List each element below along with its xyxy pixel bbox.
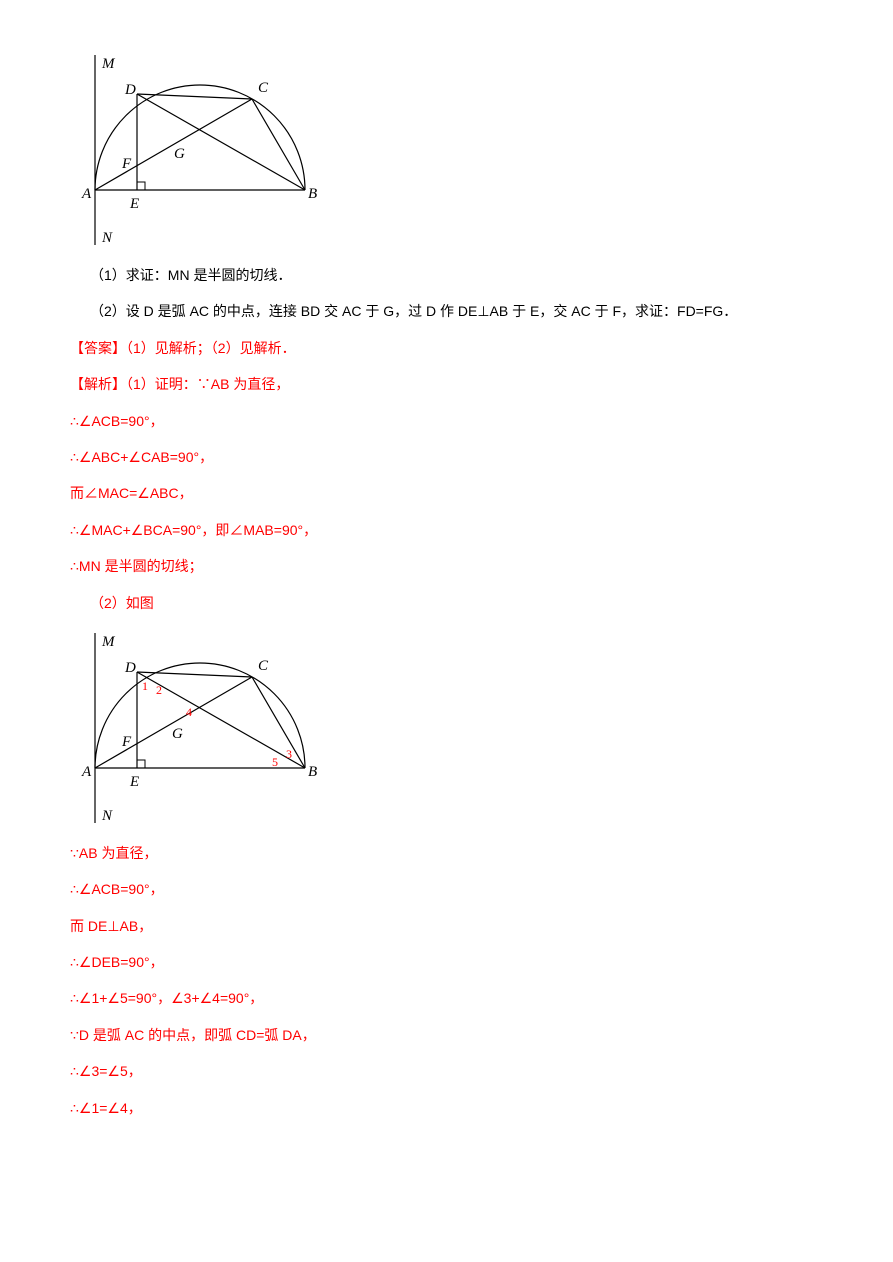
svg-text:B: B [308,186,317,202]
svg-text:D: D [124,82,136,98]
svg-text:N: N [101,230,113,246]
geometry-diagram-1: A B C D E F G M N [80,50,320,250]
solution-step-1: ∴∠ACB=90°， [70,410,823,432]
svg-text:A: A [81,186,92,202]
proof-step-2: ∴∠ACB=90°， [70,878,823,900]
svg-text:G: G [174,146,185,162]
svg-text:M: M [101,634,116,650]
proof-step-5: ∴∠1+∠5=90°，∠3+∠4=90°， [70,987,823,1009]
proof-step-7: ∴∠3=∠5， [70,1060,823,1082]
question-2: （2）设 D 是弧 AC 的中点，连接 BD 交 AC 于 G，过 D 作 DE… [90,300,823,322]
svg-text:4: 4 [186,705,192,719]
proof-step-3: 而 DE⊥AB， [70,915,823,937]
svg-text:F: F [121,156,132,172]
svg-text:C: C [258,80,269,96]
svg-text:1: 1 [142,679,148,693]
solution-step-5: ∴MN 是半圆的切线； [70,555,823,577]
svg-text:N: N [101,808,113,824]
svg-text:M: M [101,56,116,72]
figure-1: A B C D E F G M N [80,50,823,250]
question-1: （1）求证：MN 是半圆的切线． [90,264,823,286]
svg-text:B: B [308,764,317,780]
svg-text:E: E [129,774,139,790]
figure-2: A B C D E F G M N 12 4 35 [80,628,823,828]
svg-text:G: G [172,726,183,742]
proof-step-4: ∴∠DEB=90°， [70,951,823,973]
solution-step-4: ∴∠MAC+∠BCA=90°，即∠MAB=90°， [70,519,823,541]
svg-text:C: C [258,658,269,674]
svg-text:E: E [129,196,139,212]
proof-step-1: ∵AB 为直径， [70,842,823,864]
solution-step-3: 而∠MAC=∠ABC， [70,482,823,504]
svg-text:D: D [124,660,136,676]
geometry-diagram-2: A B C D E F G M N 12 4 35 [80,628,320,828]
svg-text:A: A [81,764,92,780]
svg-text:2: 2 [156,683,162,697]
part-2-header: （2）如图 [90,592,823,614]
svg-text:F: F [121,734,132,750]
answer-header: 【答案】（1）见解析；（2）见解析． [70,337,823,359]
proof-step-6: ∵D 是弧 AC 的中点，即弧 CD=弧 DA， [70,1024,823,1046]
solution-header: 【解析】（1）证明：∵AB 为直径， [70,373,823,395]
svg-text:3: 3 [286,747,292,761]
proof-step-8: ∴∠1=∠4， [70,1097,823,1119]
svg-text:5: 5 [272,755,278,769]
solution-step-2: ∴∠ABC+∠CAB=90°， [70,446,823,468]
